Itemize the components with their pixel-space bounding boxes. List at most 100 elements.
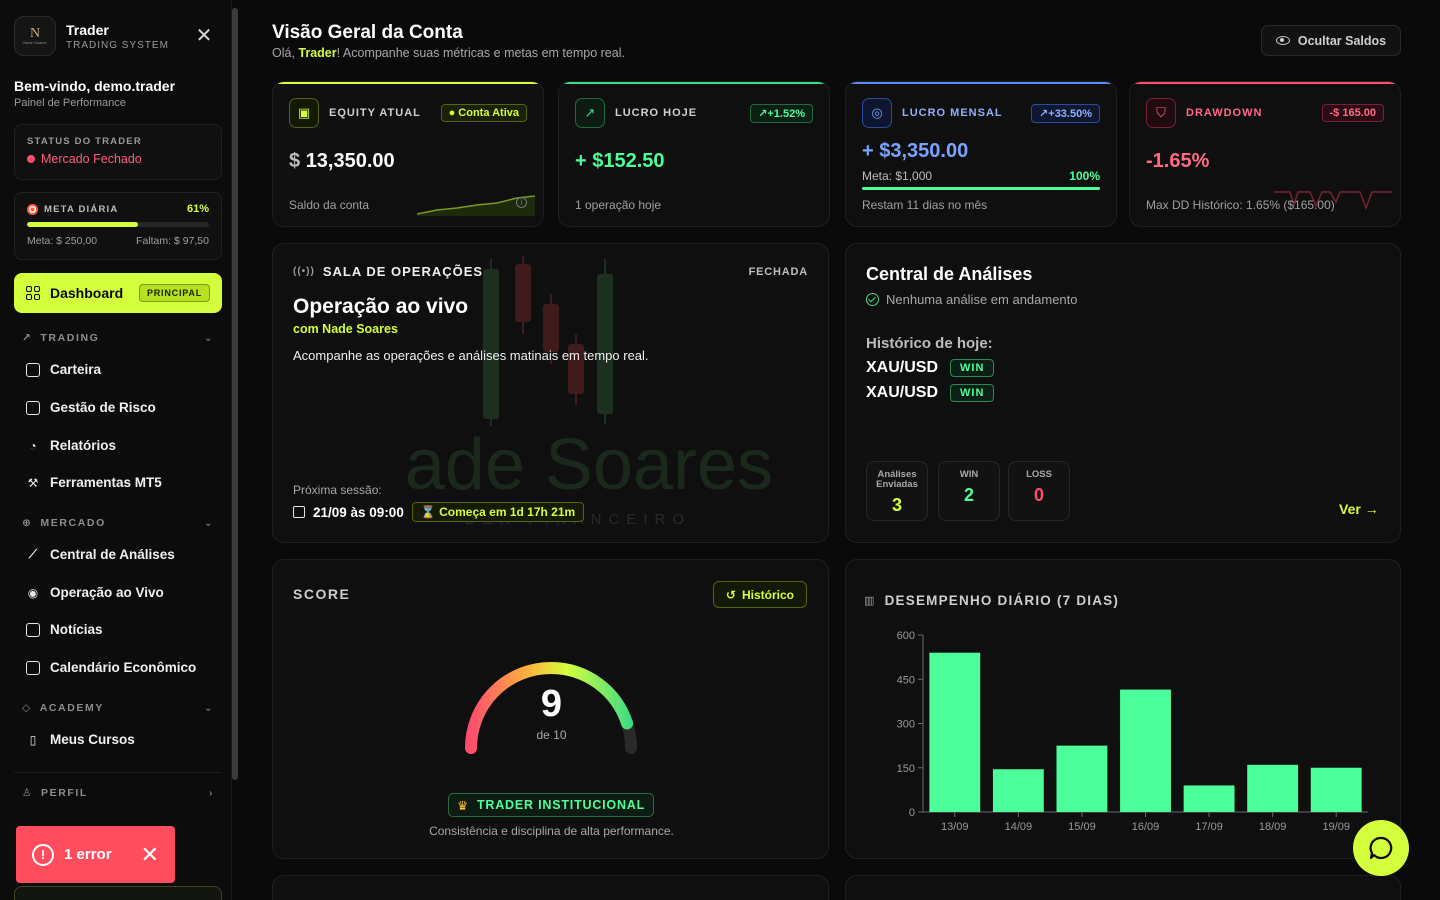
daily-goal-progress-fill <box>27 222 139 227</box>
y-tick-label: 300 <box>897 719 915 731</box>
analyses-history-label: Histórico de hoje: <box>866 335 993 352</box>
kpi-equity-label: EQUITY ATUAL <box>329 107 421 119</box>
kpi-lucro-mensal-meta: Meta: $1,000 <box>862 169 933 183</box>
calendar-icon <box>293 506 305 518</box>
kpi-lucro-mensal-badge: ↗+33.50% <box>1031 103 1100 123</box>
nav-dashboard-badge: PRINCIPAL <box>138 284 210 302</box>
info-icon[interactable]: i <box>516 197 527 208</box>
sidebar-scrollbar[interactable] <box>232 8 238 780</box>
error-toast[interactable]: ! 1 error ✕ <box>16 826 175 883</box>
daily-goal-label: META DIÁRIA <box>44 203 119 215</box>
history-result-badge: WIN <box>950 359 995 377</box>
bar[interactable] <box>929 652 981 812</box>
history-pair: XAU/USD <box>866 384 939 401</box>
chat-button[interactable] <box>1353 820 1409 876</box>
kpi-lucro-hoje-badge: ↗+1.52% <box>750 103 813 123</box>
drawdown-sparkline <box>1274 191 1392 211</box>
kpi-equity-card: ▣ EQUITY ATUAL ● Conta Ativa $ 13,350.00… <box>272 81 544 227</box>
bar[interactable] <box>992 769 1044 812</box>
performance-card: ▥ DESEMPENHO DIÁRIO (7 DIAS) 0 150 300 450 60… <box>845 559 1401 859</box>
kpi-drawdown-card: ⛉ DRAWDOWN -$ 165.00 -1.65% Max DD Histó… <box>1129 81 1401 227</box>
operations-summary-card <box>272 875 829 900</box>
error-icon: ! <box>32 843 54 866</box>
section-academy[interactable]: ◇ ACADEMY ⌄ <box>22 702 214 714</box>
shield-icon: ⛉ <box>1146 98 1176 128</box>
target-icon <box>27 203 38 215</box>
score-history-button[interactable]: ↺ Histórico <box>712 581 807 608</box>
kpi-drawdown-value: -1.65% <box>1146 150 1210 172</box>
stat-win: WIN 2 <box>938 461 1000 521</box>
kpi-drawdown-badge: -$ 165.00 <box>1321 104 1384 122</box>
kpi-lucro-mensal-percent: 100% <box>1069 169 1100 183</box>
broadcast-icon: ◉ <box>27 585 39 600</box>
status-dot-icon <box>27 155 35 163</box>
operations-room-card: ade Soares DER FINANCEIRO ((•)) SALA DE O… <box>272 243 829 543</box>
user-name: Trader <box>298 46 337 60</box>
performance-title: DESEMPENHO DIÁRIO (7 DIAS) <box>884 593 1120 608</box>
nav-relatorios[interactable]: ◔ Relatórios <box>26 438 116 453</box>
stat-analyses-sent: Análises Enviadas 3 <box>866 461 928 521</box>
bar[interactable] <box>1310 767 1362 812</box>
list-item: XAU/USD WIN <box>866 359 1380 377</box>
operations-description: Acompanhe as operações e análises matina… <box>293 348 649 363</box>
kpi-lucro-mensal-card: ◎ LUCRO MENSAL ↗+33.50% + $3,350.00 Meta… <box>845 81 1117 227</box>
monthly-goal-progress-fill <box>862 187 1100 190</box>
newspaper-icon <box>26 622 40 637</box>
list-item: XAU/USD WIN <box>866 384 1380 402</box>
trend-icon: ↗ <box>22 332 33 344</box>
chevron-down-icon: ⌄ <box>204 332 214 344</box>
score-level-description: Consistência e disciplina de alta perfor… <box>429 824 674 838</box>
history-result-badge: WIN <box>950 384 995 402</box>
y-tick-label: 150 <box>897 763 915 775</box>
chat-icon <box>1369 836 1393 860</box>
daily-goal-target: Meta: $ 250,00 <box>27 235 98 247</box>
close-icon[interactable]: ✕ <box>140 841 159 867</box>
nav-dashboard[interactable]: Dashboard PRINCIPAL <box>14 273 222 313</box>
status-label: STATUS DO TRADER <box>27 136 142 147</box>
welcome-text: Bem-vindo, demo.trader <box>14 78 176 94</box>
section-mercado[interactable]: ⊕ MERCADO ⌄ <box>22 517 214 529</box>
wallet-icon <box>26 362 40 377</box>
see-more-link[interactable]: Ver → <box>1339 501 1379 517</box>
dashboard-icon <box>26 286 40 300</box>
kpi-lucro-hoje-foot: 1 operação hoje <box>575 198 662 212</box>
sidebar-bottom-card[interactable] <box>14 886 222 900</box>
section-perfil[interactable]: ♙ PERFIL › <box>22 787 214 799</box>
nav-central-analises[interactable]: ⟋ Central de Análises <box>26 547 175 562</box>
analyses-card: Central de Análises Nenhuma análise em a… <box>845 243 1401 543</box>
x-tick-label: 16/09 <box>1132 821 1160 833</box>
line-chart-icon: ⟋ <box>28 547 38 561</box>
trader-status-box: STATUS DO TRADER Mercado Fechado <box>14 124 222 180</box>
nav-carteira[interactable]: Carteira <box>26 362 101 377</box>
kpi-lucro-hoje-card: ↗ LUCRO HOJE ↗+1.52% + $152.50 1 operaçã… <box>558 81 830 227</box>
nav-calendario[interactable]: Calendário Econômico <box>26 660 196 675</box>
performance-chart: 0 150 300 450 600 13/09 14/09 15/09 16/09 17/09 18… <box>897 630 1368 833</box>
score-level-badge: ♛ TRADER INSTITUCIONAL <box>448 793 654 817</box>
welcome-subtitle: Painel de Performance <box>14 97 126 109</box>
welcome-block: Bem-vindo, demo.trader Painel de Perform… <box>14 78 175 109</box>
kpi-equity-currency: $ <box>289 150 301 172</box>
target-icon: ◎ <box>862 98 892 128</box>
check-circle-icon <box>866 293 879 306</box>
kpi-equity-value: 13,350.00 <box>305 150 395 172</box>
nav-noticias[interactable]: Notícias <box>26 622 103 637</box>
wallet-icon: ▣ <box>289 98 319 128</box>
section-trading[interactable]: ↗ TRADING ⌄ <box>22 332 214 344</box>
kpi-drawdown-label: DRAWDOWN <box>1186 107 1263 119</box>
nav-operacao-vivo[interactable]: ◉ Operação ao Vivo <box>27 585 164 600</box>
nav-ferramentas-mt5[interactable]: ⚒ Ferramentas MT5 <box>27 475 162 490</box>
close-sidebar-icon[interactable]: ✕ <box>195 25 213 47</box>
nav-gestao-risco[interactable]: Gestão de Risco <box>26 400 156 415</box>
hide-balances-button[interactable]: Ocultar Saldos <box>1261 25 1401 56</box>
bar[interactable] <box>1056 745 1108 812</box>
next-session-countdown: ⌛ Começa em 1d 17h 21m <box>411 502 585 522</box>
bar[interactable] <box>1247 764 1299 812</box>
bar[interactable] <box>1183 785 1235 812</box>
kpi-lucro-hoje-value: 152.50 <box>603 150 665 172</box>
nav-meus-cursos[interactable]: ▯ Meus Cursos <box>26 732 135 747</box>
daily-goal-percent: 61% <box>186 203 209 215</box>
broadcast-icon: ((•)) <box>293 266 315 277</box>
bar[interactable] <box>1120 689 1171 812</box>
trend-up-icon: ↗ <box>575 98 605 128</box>
